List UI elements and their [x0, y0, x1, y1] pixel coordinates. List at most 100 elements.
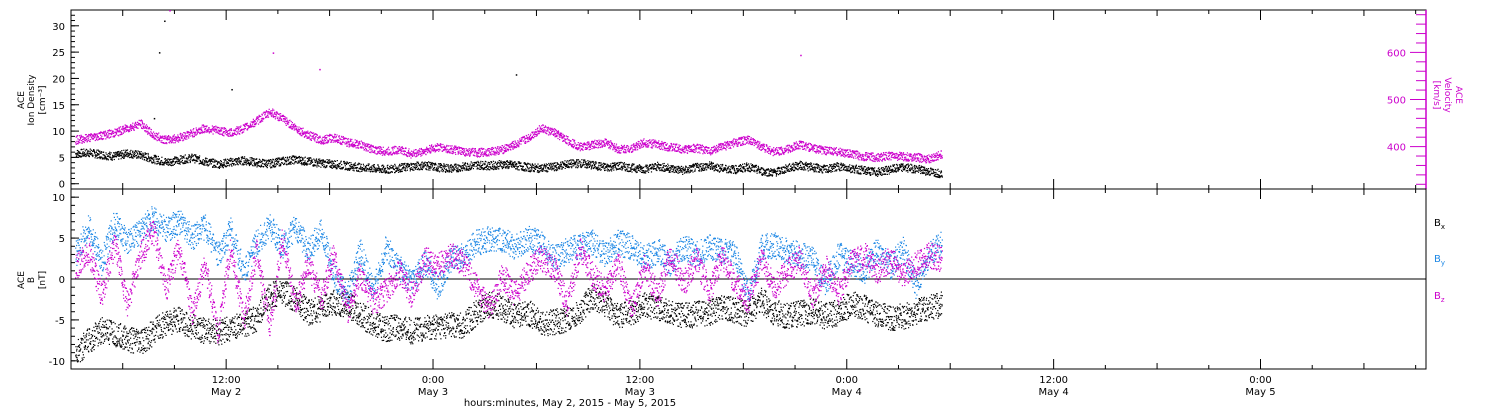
ion-density-point-1881 — [517, 169, 518, 170]
ion-density-point-1214 — [361, 164, 362, 165]
ion-density-point-2234 — [601, 169, 602, 170]
ion-density-point-627 — [223, 167, 224, 168]
ion-density-point-871 — [280, 165, 281, 166]
ion-density-point-1595 — [451, 168, 452, 169]
ion-density-point-1633 — [459, 165, 460, 166]
ion-density-point-1731 — [482, 164, 483, 165]
ion-density-point-2318 — [620, 169, 621, 170]
ion-density-point-2105 — [570, 159, 571, 160]
ion-density-point-1805 — [500, 165, 501, 166]
ion-density-point-1374 — [399, 165, 400, 166]
ion-density-point-65 — [91, 150, 92, 151]
ion-density-series — [75, 21, 943, 179]
ion-density-point-687 — [237, 163, 238, 164]
ion-density-point-2448 — [651, 171, 652, 172]
ion-density-point-1208 — [359, 163, 360, 164]
ion-density-point-908 — [289, 157, 290, 158]
ion-density-point-1191 — [355, 165, 356, 166]
ion-density-point-2328 — [623, 166, 624, 167]
ion-density-point-1137 — [343, 167, 344, 168]
ion-density-point-1166 — [350, 166, 351, 167]
ion-density-point-2161 — [584, 161, 585, 162]
ion-density-point-10 — [78, 155, 79, 156]
ion-density-point-525 — [199, 157, 200, 158]
ion-density-point-95 — [98, 150, 99, 151]
ion-density-point-2220 — [597, 170, 598, 171]
ion-density-point-2139 — [578, 162, 579, 163]
ion-density-point-1710 — [478, 168, 479, 169]
ion-density-point-1038 — [320, 163, 321, 164]
ion-density-point-127 — [105, 157, 106, 158]
ion-density-point-360 — [160, 164, 161, 165]
ion-density-point-717 — [244, 158, 245, 159]
ion-density-point-260 — [137, 157, 138, 158]
ion-density-point-182 — [118, 151, 119, 152]
ion-density-point-1123 — [339, 166, 340, 167]
ion-density-point-1449 — [416, 167, 417, 168]
ion-density-point-1602 — [452, 169, 453, 170]
ion-density-point-734 — [248, 162, 249, 163]
ion-density-point-1854 — [511, 161, 512, 162]
ion-density-point-2288 — [613, 170, 614, 171]
ion-density-point-1387 — [402, 171, 403, 172]
ion-density-point-328 — [152, 157, 153, 158]
ion-density-point-194 — [121, 154, 122, 155]
ion-density-point-1057 — [324, 166, 325, 167]
ion-density-point-2192 — [591, 162, 592, 163]
ion-density-point-1497 — [428, 165, 429, 166]
ion-density-point-1302 — [381, 172, 382, 173]
ion-density-point-2109 — [571, 167, 572, 168]
ion-density-point-1624 — [457, 169, 458, 170]
ion-density-point-1421 — [409, 164, 410, 165]
ion-density-point-2428 — [646, 166, 647, 167]
ion-density-point-192 — [121, 158, 122, 159]
ion-density-point-1722 — [480, 161, 481, 162]
ion-density-point-217 — [126, 156, 127, 157]
ion-density-point-2055 — [559, 166, 560, 167]
ion-density-point-1720 — [480, 169, 481, 170]
ion-density-point-1902 — [523, 169, 524, 170]
ion-density-point-2556 — [676, 172, 677, 173]
ion-density-point-2440 — [649, 166, 650, 167]
ion-density-point-2360 — [630, 167, 631, 168]
ion-density-point-1717 — [479, 164, 480, 165]
ion-density-point-1565 — [443, 163, 444, 164]
ion-density-point-1154 — [347, 170, 348, 171]
ion-density-point-1680 — [470, 165, 471, 166]
top-left-tick-label-20: 20 — [52, 74, 65, 85]
ion-density-point-2364 — [631, 171, 632, 172]
ion-density-point-583 — [213, 162, 214, 163]
ion-density-point-2020 — [550, 163, 551, 164]
ion-density-point-1926 — [528, 168, 529, 169]
ion-density-point-1816 — [503, 163, 504, 164]
ion-density-point-1608 — [454, 168, 455, 169]
ion-density-point-1584 — [448, 167, 449, 168]
ion-density-point-2363 — [631, 166, 632, 167]
ion-density-point-1234 — [366, 166, 367, 167]
ion-density-point-509 — [195, 154, 196, 155]
ion-density-point-835 — [272, 162, 273, 163]
ion-density-point-1963 — [537, 171, 538, 172]
ion-density-point-1643 — [461, 167, 462, 168]
ion-density-point-2175 — [587, 166, 588, 167]
ion-density-point-2166 — [585, 167, 586, 168]
ion-density-point-1288 — [378, 166, 379, 167]
ion-density-point-2045 — [556, 167, 557, 168]
ion-density-point-1369 — [397, 168, 398, 169]
ion-density-point-1237 — [366, 171, 367, 172]
ion-density-point-1036 — [319, 159, 320, 160]
ion-density-point-2393 — [638, 168, 639, 169]
ion-density-point-1501 — [428, 168, 429, 169]
ion-density-point-702 — [241, 161, 242, 162]
ion-density-point-1682 — [471, 168, 472, 169]
ion-density-point-1653 — [464, 168, 465, 169]
ion-density-point-453 — [182, 160, 183, 161]
ion-density-point-596 — [216, 167, 217, 168]
ion-density-point-1574 — [446, 166, 447, 167]
ion-density-point-2124 — [575, 163, 576, 164]
ion-density-point-834 — [272, 161, 273, 162]
ion-density-point-111 — [101, 152, 102, 153]
ion-density-point-386 — [166, 159, 167, 160]
ion-density-point-376 — [164, 163, 165, 164]
ion-density-point-1283 — [377, 170, 378, 171]
